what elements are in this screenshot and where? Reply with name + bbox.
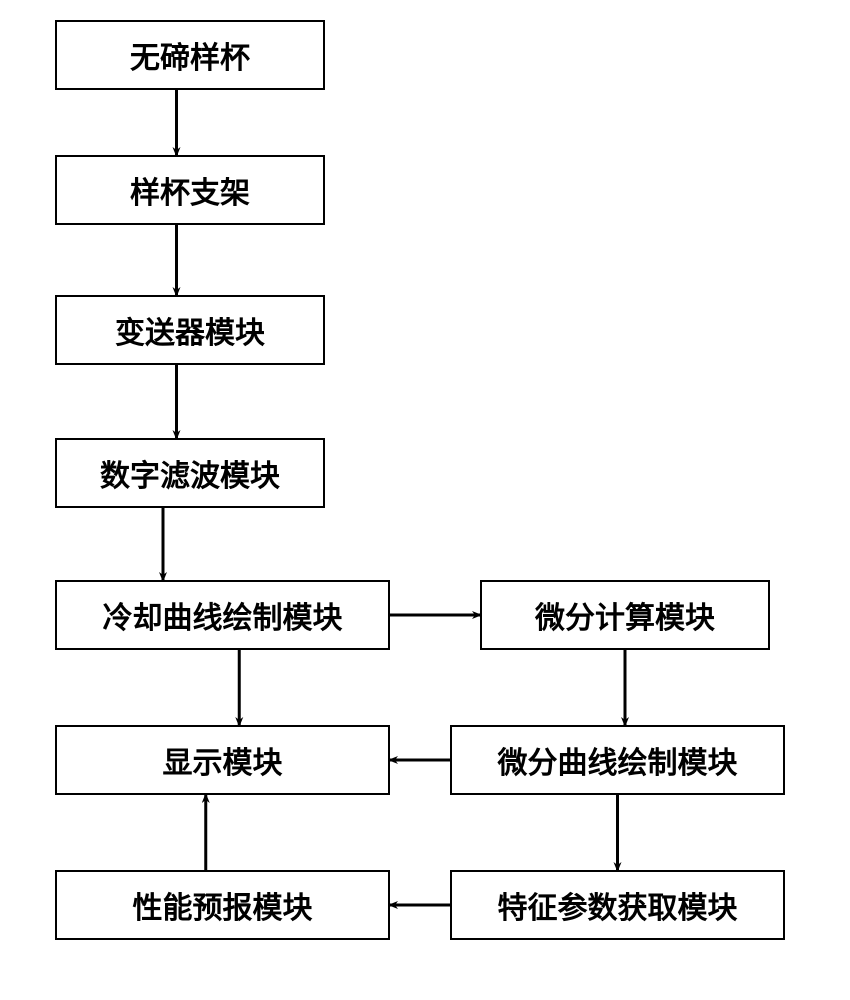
node-n9: 性能预报模块 [55, 870, 390, 940]
node-label: 特征参数获取模块 [498, 883, 738, 927]
node-label: 数字滤波模块 [100, 451, 280, 495]
flowchart-canvas: 无碲样杯样杯支架变送器模块数字滤波模块冷却曲线绘制模块 微分计算模块显示模块 微分曲… [0, 0, 850, 1000]
node-label: 微分曲线绘制模块 [498, 738, 738, 782]
node-n2: 样杯支架 [55, 155, 325, 225]
node-n1: 无碲样杯 [55, 20, 325, 90]
node-label: 样杯支架 [130, 168, 250, 212]
node-label: 显示模块 [163, 738, 283, 782]
node-n5: 冷却曲线绘制模块 [55, 580, 390, 650]
node-label: 冷却曲线绘制模块 [103, 593, 343, 637]
node-n8: 微分曲线绘制模块 [450, 725, 785, 795]
node-n4: 数字滤波模块 [55, 438, 325, 508]
node-n7: 显示模块 [55, 725, 390, 795]
node-label: 变送器模块 [115, 308, 265, 352]
node-n10: 特征参数获取模块 [450, 870, 785, 940]
node-label: 无碲样杯 [130, 33, 250, 77]
node-n6: 微分计算模块 [480, 580, 770, 650]
node-n3: 变送器模块 [55, 295, 325, 365]
node-label: 微分计算模块 [535, 593, 715, 637]
node-label: 性能预报模块 [133, 883, 313, 927]
